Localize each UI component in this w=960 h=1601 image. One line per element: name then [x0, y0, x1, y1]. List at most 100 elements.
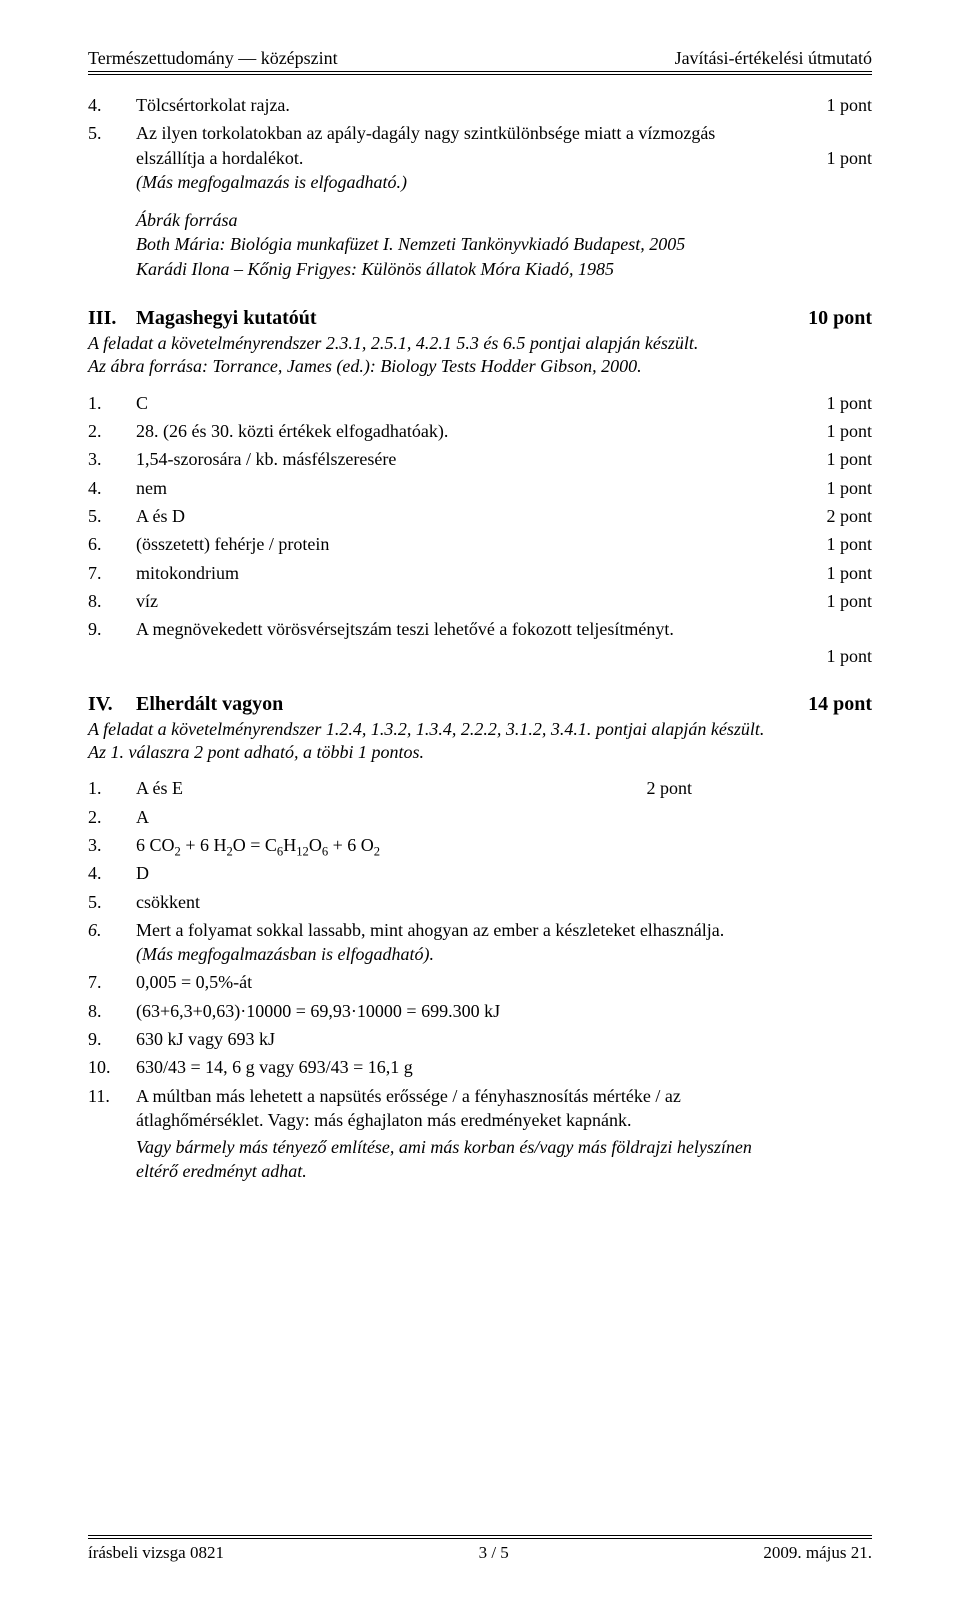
section-4-points: 14 pont [808, 693, 872, 716]
header-rule-thick [88, 71, 872, 72]
sec3-item-3-text: 1,54-szorosára / kb. másfélszeresére [136, 447, 826, 471]
sec3-item-5-num: 5. [88, 504, 136, 528]
sec4-item-10-text: 630/43 = 14, 6 g vagy 693/43 = 16,1 g [136, 1055, 872, 1079]
sec4-item-11: 11. A múltban más lehetett a napsütés er… [88, 1084, 872, 1133]
sec3-item-7-num: 7. [88, 561, 136, 585]
sources-line2: Both Mária: Biológia munkafüzet I. Nemze… [136, 232, 872, 256]
sources-line3: Karádi Ilona – Kőnig Frigyes: Különös ál… [136, 257, 872, 281]
item-4-text: Tölcsértorkolat rajza. [136, 93, 826, 117]
footer-right: 2009. május 21. [763, 1543, 872, 1563]
sec4-item-3: 3. 6 CO2 + 6 H2O = C6H12O6 + 6 O2 [88, 833, 872, 857]
sec4-item-1-points: 2 pont [646, 776, 692, 800]
sec3-item-8-text: víz [136, 589, 826, 613]
sec3-item-8-points: 1 pont [826, 589, 872, 613]
sec3-item-9-points: 1 pont [88, 646, 872, 667]
sec3-item-7: 7.mitokondrium1 pont [88, 561, 872, 585]
sec4-item-1-num: 1. [88, 776, 136, 800]
sec4-item-10-num: 10. [88, 1055, 136, 1079]
footer-center: 3 / 5 [479, 1543, 509, 1563]
sec4-item-4: 4. D [88, 861, 872, 885]
item-5-line2: elszállítja a hordalékot. [136, 146, 826, 170]
sec3-item-5-points: 2 pont [826, 504, 872, 528]
sec4-item-6-num: 6. [88, 918, 136, 967]
sec4-item-5: 5. csökkent [88, 890, 872, 914]
sec3-item-8: 8.víz1 pont [88, 589, 872, 613]
sec4-item-7: 7. 0,005 = 0,5%-át [88, 970, 872, 994]
sec4-item-2-text: A [136, 805, 872, 829]
section-4-head: IV. Elherdált vagyon 14 pont [88, 693, 872, 716]
section-3-sub1: A feladat a követelményrendszer 2.3.1, 2… [88, 332, 872, 355]
page-footer: írásbeli vizsga 0821 3 / 5 2009. május 2… [88, 1535, 872, 1563]
sec4-item-6: 6. Mert a folyamat sokkal lassabb, mint … [88, 918, 872, 967]
sec4-item-5-num: 5. [88, 890, 136, 914]
sec4-item-1-text: A és E [136, 776, 646, 800]
page-header: Természettudomány — középszint Javítási-… [88, 48, 872, 69]
header-rule-thin [88, 74, 872, 75]
sec3-item-3: 3.1,54-szorosára / kb. másfélszeresére1 … [88, 447, 872, 471]
sec3-item-5: 5.A és D2 pont [88, 504, 872, 528]
header-right: Javítási-értékelési útmutató [675, 48, 872, 69]
sec3-item-9: 9. A megnövekedett vörösvérsejtszám tesz… [88, 617, 872, 641]
item-5-number: 5. [88, 121, 136, 194]
sec4-item-7-text: 0,005 = 0,5%-át [136, 970, 872, 994]
sec4-item-11-num: 11. [88, 1084, 136, 1133]
sec3-item-2: 2.28. (26 és 30. közti értékek elfogadha… [88, 419, 872, 443]
sec3-item-5-text: A és D [136, 504, 826, 528]
section-4-sub: A feladat a követelményrendszer 1.2.4, 1… [88, 718, 872, 765]
sec4-item-11-note-line2: eltérő eredményt adhat. [136, 1160, 872, 1183]
sec4-item-9: 9. 630 kJ vagy 693 kJ [88, 1027, 872, 1051]
sec3-item-3-num: 3. [88, 447, 136, 471]
section-4-title: Elherdált vagyon [136, 693, 808, 716]
sec4-item-11-line2: átlaghőmérséklet. Vagy: más éghajlaton m… [136, 1108, 872, 1132]
section-3-items: 1.C1 pont2.28. (26 és 30. közti értékek … [88, 391, 872, 613]
sec3-item-2-num: 2. [88, 419, 136, 443]
sec4-item-3-num: 3. [88, 833, 136, 857]
sec3-item-6: 6.(összetett) fehérje / protein1 pont [88, 532, 872, 556]
header-left: Természettudomány — középszint [88, 48, 338, 69]
item-5: 5. Az ilyen torkolatokban az apály-dagál… [88, 121, 872, 194]
sec4-item-1: 1. A és E 2 pont [88, 776, 872, 800]
sec3-item-8-num: 8. [88, 589, 136, 613]
sec3-item-6-points: 1 pont [826, 532, 872, 556]
item-5-line1: Az ilyen torkolatokban az apály-dagály n… [136, 121, 872, 145]
item-4-points: 1 pont [826, 93, 872, 117]
sec4-item-2: 2. A [88, 805, 872, 829]
sec4-item-4-num: 4. [88, 861, 136, 885]
sec3-item-4: 4.nem1 pont [88, 476, 872, 500]
item-5-note: (Más megfogalmazás is elfogadható.) [136, 170, 872, 194]
section-4-sub2: Az 1. válaszra 2 pont adható, a többi 1 … [88, 741, 872, 764]
sec4-item-11-note: Vagy bármely más tényező említése, ami m… [136, 1136, 872, 1183]
sec3-item-2-points: 1 pont [826, 419, 872, 443]
sec4-item-10: 10. 630/43 = 14, 6 g vagy 693/43 = 16,1 … [88, 1055, 872, 1079]
sec3-item-6-text: (összetett) fehérje / protein [136, 532, 826, 556]
sec4-item-6-text: Mert a folyamat sokkal lassabb, mint aho… [136, 918, 872, 942]
sec3-item-4-points: 1 pont [826, 476, 872, 500]
sec3-item-9-text: A megnövekedett vörösvérsejtszám teszi l… [136, 617, 872, 641]
sec4-item-4-text: D [136, 861, 872, 885]
sec3-item-2-text: 28. (26 és 30. közti értékek elfogadható… [136, 419, 826, 443]
sec3-item-1-text: C [136, 391, 826, 415]
item-4: 4. Tölcsértorkolat rajza. 1 pont [88, 93, 872, 117]
item-5-line2-points: 1 pont [826, 146, 872, 170]
sec3-item-6-num: 6. [88, 532, 136, 556]
section-3-title: Magashegyi kutatóút [136, 307, 808, 330]
sec4-item-6-note: (Más megfogalmazásban is elfogadható). [136, 942, 872, 966]
section-3-roman: III. [88, 307, 136, 330]
sec4-item-5-text: csökkent [136, 890, 872, 914]
footer-rule-thick [88, 1538, 872, 1539]
sources-block: Ábrák forrása Both Mária: Biológia munka… [136, 208, 872, 281]
sources-line1: Ábrák forrása [136, 208, 872, 232]
item-4-number: 4. [88, 93, 136, 117]
sec3-item-4-text: nem [136, 476, 826, 500]
sec3-item-9-number: 9. [88, 617, 136, 641]
section-4-roman: IV. [88, 693, 136, 716]
sec3-item-1-num: 1. [88, 391, 136, 415]
footer-left: írásbeli vizsga 0821 [88, 1543, 224, 1563]
sec3-item-1-points: 1 pont [826, 391, 872, 415]
footer-rule-thin [88, 1535, 872, 1536]
sec4-item-7-num: 7. [88, 970, 136, 994]
sec4-item-9-num: 9. [88, 1027, 136, 1051]
sec3-item-1: 1.C1 pont [88, 391, 872, 415]
sec3-item-7-points: 1 pont [826, 561, 872, 585]
sec4-item-8-text: (63+6,3+0,63)·10000 = 69,93·10000 = 699.… [136, 999, 872, 1023]
